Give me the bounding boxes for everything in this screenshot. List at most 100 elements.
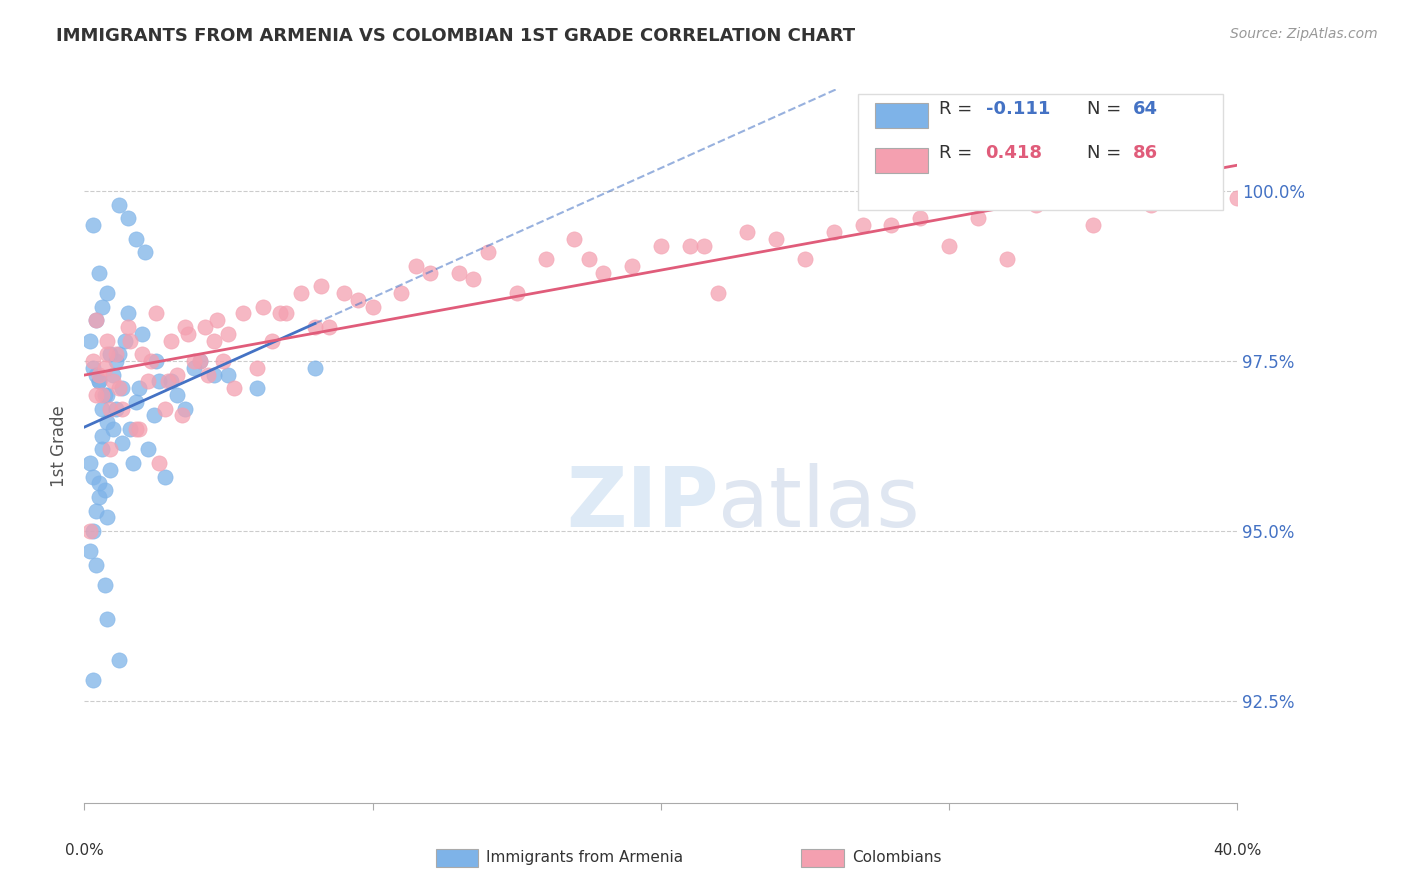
Text: N =: N = bbox=[1087, 100, 1126, 118]
Point bbox=[153, 469, 176, 483]
Point bbox=[174, 401, 197, 416]
Point bbox=[105, 401, 128, 416]
Point bbox=[269, 306, 291, 320]
Point bbox=[90, 388, 112, 402]
Point bbox=[361, 300, 384, 314]
Point bbox=[84, 388, 107, 402]
Point bbox=[260, 334, 283, 348]
Point bbox=[79, 456, 101, 470]
Point bbox=[98, 401, 121, 416]
Text: R =: R = bbox=[939, 145, 979, 162]
Point bbox=[1083, 218, 1105, 232]
Point bbox=[197, 368, 219, 382]
Point bbox=[707, 286, 730, 301]
Text: Immigrants from Armenia: Immigrants from Armenia bbox=[486, 850, 683, 864]
Point bbox=[246, 381, 269, 395]
Text: Colombians: Colombians bbox=[852, 850, 942, 864]
Point bbox=[967, 211, 990, 226]
Point bbox=[910, 211, 932, 226]
Point bbox=[139, 354, 162, 368]
Point bbox=[111, 381, 134, 395]
Point bbox=[87, 476, 110, 491]
Point bbox=[82, 354, 104, 368]
Point bbox=[96, 388, 118, 402]
Text: 0.0%: 0.0% bbox=[65, 843, 104, 858]
Point bbox=[145, 354, 167, 368]
Text: 0.418: 0.418 bbox=[986, 145, 1043, 162]
Point bbox=[1140, 198, 1163, 212]
Point bbox=[148, 375, 170, 389]
Point bbox=[232, 306, 254, 320]
Point bbox=[131, 326, 153, 341]
Point bbox=[87, 490, 110, 504]
Point bbox=[276, 306, 298, 320]
Point bbox=[852, 218, 875, 232]
Point bbox=[564, 232, 586, 246]
Point bbox=[82, 360, 104, 375]
Text: N =: N = bbox=[1087, 145, 1126, 162]
Point bbox=[79, 524, 101, 538]
Point bbox=[621, 259, 644, 273]
Point bbox=[103, 375, 124, 389]
Point bbox=[98, 442, 121, 457]
Point bbox=[183, 354, 205, 368]
Point bbox=[131, 347, 153, 361]
Point bbox=[252, 300, 274, 314]
Point bbox=[166, 368, 188, 382]
Point bbox=[90, 429, 112, 443]
Point bbox=[347, 293, 370, 307]
Point bbox=[90, 442, 112, 457]
Point bbox=[87, 368, 110, 382]
Point bbox=[304, 360, 326, 375]
Point bbox=[114, 334, 136, 348]
Point bbox=[224, 381, 246, 395]
Point bbox=[1125, 184, 1147, 198]
Point bbox=[128, 381, 150, 395]
Point bbox=[309, 279, 332, 293]
Point bbox=[84, 368, 107, 382]
Point bbox=[120, 334, 142, 348]
Point bbox=[84, 558, 107, 572]
Point bbox=[679, 238, 702, 252]
Point bbox=[117, 320, 139, 334]
Point bbox=[134, 245, 156, 260]
Point bbox=[290, 286, 312, 301]
Point bbox=[125, 232, 148, 246]
Point bbox=[391, 286, 413, 301]
Point bbox=[650, 238, 672, 252]
Point bbox=[84, 313, 107, 327]
Text: Source: ZipAtlas.com: Source: ZipAtlas.com bbox=[1230, 27, 1378, 41]
Point bbox=[96, 334, 118, 348]
Point bbox=[108, 198, 131, 212]
Point bbox=[449, 266, 471, 280]
Point bbox=[79, 334, 101, 348]
Point bbox=[84, 313, 107, 327]
Point bbox=[188, 354, 211, 368]
Point bbox=[96, 510, 118, 524]
Text: 86: 86 bbox=[1133, 145, 1159, 162]
Point bbox=[183, 360, 205, 375]
Point bbox=[194, 320, 217, 334]
Point bbox=[880, 218, 903, 232]
Point bbox=[578, 252, 600, 266]
Text: R =: R = bbox=[939, 100, 979, 118]
Point bbox=[125, 394, 148, 409]
Point bbox=[103, 368, 124, 382]
Point bbox=[105, 347, 128, 361]
Text: IMMIGRANTS FROM ARMENIA VS COLOMBIAN 1ST GRADE CORRELATION CHART: IMMIGRANTS FROM ARMENIA VS COLOMBIAN 1ST… bbox=[56, 27, 855, 45]
Point bbox=[304, 320, 326, 334]
Point bbox=[136, 375, 159, 389]
Text: -0.111: -0.111 bbox=[986, 100, 1050, 118]
Point bbox=[166, 388, 188, 402]
Point bbox=[96, 347, 118, 361]
Text: 40.0%: 40.0% bbox=[1213, 843, 1261, 858]
Point bbox=[794, 252, 817, 266]
Point bbox=[177, 326, 200, 341]
Point bbox=[96, 612, 118, 626]
Point bbox=[188, 354, 211, 368]
Point bbox=[87, 266, 110, 280]
Point bbox=[737, 225, 759, 239]
Point bbox=[90, 300, 112, 314]
Point bbox=[995, 252, 1018, 266]
Point bbox=[82, 673, 104, 688]
